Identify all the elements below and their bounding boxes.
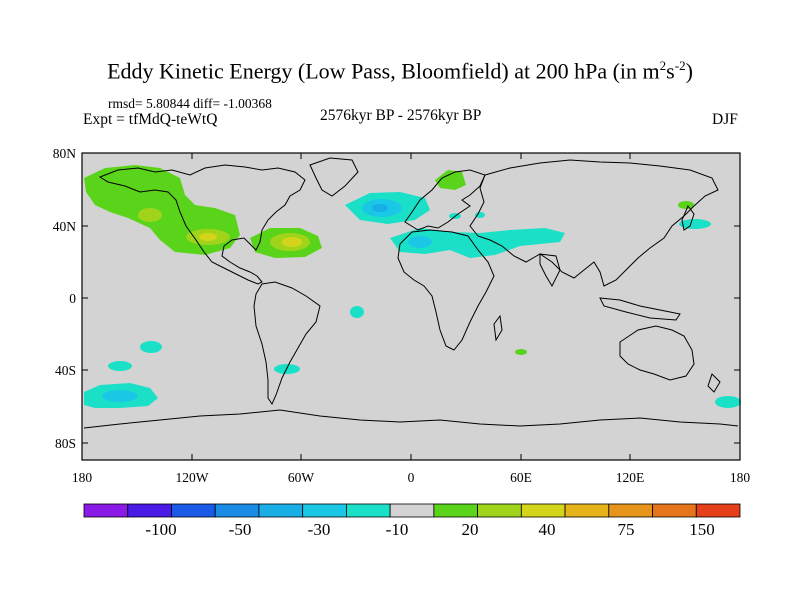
lon-label-180w: 180 (72, 470, 93, 485)
lat-label-40s: 40S (55, 363, 76, 378)
north-america-outline (98, 164, 306, 285)
africa-outline (397, 229, 495, 351)
colorbar-label-minus30: -30 (308, 520, 331, 539)
colorbar-box-3 (214, 503, 260, 518)
colorbar-box-13 (652, 503, 697, 518)
colorbar-label-75: 75 (618, 520, 635, 539)
colorbar-box-1 (127, 503, 172, 518)
colorbar-label-20: 20 (462, 520, 479, 539)
lat-label-40n: 40N (53, 219, 77, 234)
colorbar-box-5 (302, 503, 347, 518)
coastlines (83, 157, 739, 429)
south-america-outline (253, 281, 321, 406)
colorbar-box-12 (608, 503, 653, 518)
colorbar-box-7 (389, 503, 435, 518)
colorbar-box-11 (564, 503, 610, 518)
colorbar-box-4 (258, 503, 304, 518)
lat-label-80s: 80S (55, 436, 76, 451)
colorbar-box-8 (433, 503, 478, 518)
anomaly-patches (84, 165, 741, 408)
colorbar-box-14 (695, 503, 741, 518)
colorbar-label-minus100: -100 (145, 520, 176, 539)
rmsd-diff-label: rmsd= 5.80844 diff= -1.00368 (108, 96, 272, 111)
lon-label-0: 0 (408, 470, 415, 485)
lat-label-0: 0 (69, 291, 76, 306)
colorbar-box-10 (520, 503, 566, 518)
colorbar-label-minus50: -50 (229, 520, 252, 539)
period-label: 2576kyr BP - 2576kyr BP (320, 107, 482, 124)
europe-outline (404, 169, 486, 231)
colorbar-box-0 (83, 503, 129, 518)
australia-outline (619, 325, 695, 381)
axis-ticks (81, 152, 741, 460)
colorbar-box-9 (477, 503, 522, 518)
colorbar-label-minus10: -10 (386, 520, 409, 539)
lon-label-60e: 60E (510, 470, 532, 485)
lon-label-120w: 120W (176, 470, 209, 485)
lat-label-80n: 80N (53, 146, 77, 161)
colorbar-box-6 (345, 503, 391, 518)
season-label: DJF (712, 111, 738, 128)
asia-outline (469, 159, 719, 287)
lon-label-120e: 120E (616, 470, 645, 485)
plot-title: Eddy Kinetic Energy (Low Pass, Bloomfiel… (107, 58, 693, 84)
lon-label-180e: 180 (730, 470, 751, 485)
colorbar (83, 503, 741, 518)
lon-label-60w: 60W (288, 470, 315, 485)
antarctica-outline (83, 409, 739, 429)
greenland-outline (309, 157, 359, 197)
colorbar-label-40: 40 (539, 520, 556, 539)
colorbar-box-2 (171, 503, 216, 518)
colorbar-label-150: 150 (689, 520, 715, 539)
experiment-label: Expt = tfMdQ-teWtQ (83, 111, 218, 128)
